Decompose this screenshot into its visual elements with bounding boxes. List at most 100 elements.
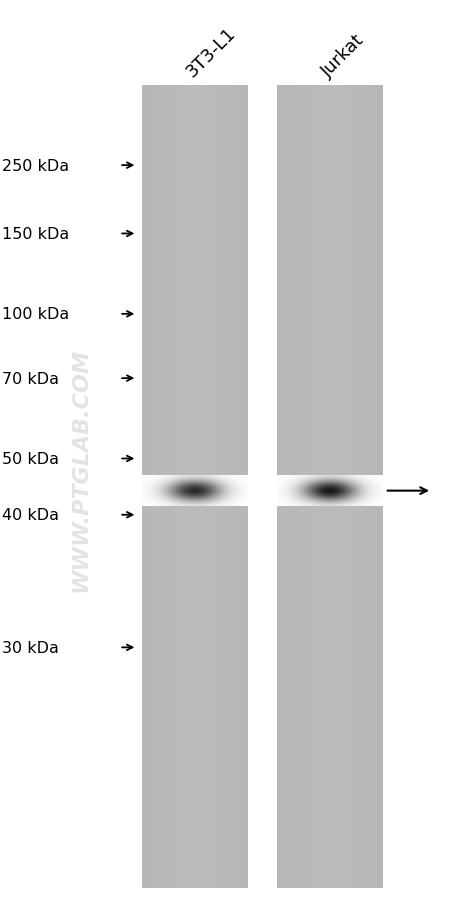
Bar bbox=[372, 86, 374, 888]
Bar bbox=[237, 86, 239, 888]
Bar bbox=[289, 86, 291, 888]
Bar bbox=[286, 86, 287, 888]
Bar bbox=[156, 86, 158, 888]
Bar bbox=[344, 86, 346, 888]
Text: 250 kDa: 250 kDa bbox=[2, 159, 69, 173]
Bar bbox=[305, 86, 307, 888]
Bar bbox=[284, 86, 286, 888]
Bar bbox=[142, 86, 144, 888]
Text: 40 kDa: 40 kDa bbox=[2, 508, 59, 522]
Bar bbox=[374, 86, 375, 888]
Bar bbox=[196, 86, 198, 888]
Bar bbox=[302, 86, 303, 888]
Bar bbox=[205, 86, 207, 888]
Bar bbox=[235, 86, 237, 888]
Bar bbox=[234, 86, 235, 888]
Bar bbox=[287, 86, 289, 888]
Bar bbox=[194, 86, 196, 888]
Bar bbox=[310, 86, 312, 888]
Bar bbox=[365, 86, 367, 888]
Bar bbox=[333, 86, 335, 888]
Bar bbox=[202, 86, 203, 888]
Bar bbox=[159, 86, 161, 888]
Bar bbox=[182, 86, 184, 888]
Bar bbox=[329, 86, 331, 888]
Bar bbox=[358, 86, 360, 888]
Bar bbox=[354, 86, 356, 888]
Bar bbox=[240, 86, 242, 888]
Bar bbox=[217, 86, 219, 888]
Bar bbox=[351, 86, 352, 888]
Bar bbox=[317, 86, 319, 888]
Bar bbox=[361, 86, 363, 888]
Bar bbox=[188, 86, 189, 888]
Bar bbox=[367, 86, 369, 888]
Bar bbox=[349, 86, 351, 888]
Text: 30 kDa: 30 kDa bbox=[2, 640, 59, 655]
Bar bbox=[142, 86, 248, 888]
Text: 100 kDa: 100 kDa bbox=[2, 307, 69, 322]
Bar bbox=[246, 86, 248, 888]
Bar bbox=[279, 86, 280, 888]
Bar bbox=[180, 86, 182, 888]
Bar bbox=[166, 86, 168, 888]
Bar bbox=[363, 86, 365, 888]
Bar bbox=[226, 86, 228, 888]
Bar bbox=[337, 86, 338, 888]
Bar bbox=[315, 86, 317, 888]
Bar bbox=[381, 86, 382, 888]
Bar bbox=[168, 86, 170, 888]
Bar bbox=[211, 86, 212, 888]
Bar bbox=[303, 86, 305, 888]
Bar bbox=[216, 86, 217, 888]
Bar bbox=[203, 86, 205, 888]
Bar bbox=[158, 86, 159, 888]
Bar bbox=[174, 86, 175, 888]
Bar bbox=[147, 86, 149, 888]
Bar bbox=[369, 86, 370, 888]
Bar bbox=[200, 86, 202, 888]
Bar bbox=[375, 86, 377, 888]
Bar bbox=[323, 86, 324, 888]
Bar bbox=[163, 86, 165, 888]
Bar bbox=[151, 86, 152, 888]
Bar bbox=[377, 86, 379, 888]
Bar bbox=[238, 86, 240, 888]
Bar bbox=[314, 86, 315, 888]
Bar bbox=[335, 86, 337, 888]
Text: 150 kDa: 150 kDa bbox=[2, 226, 69, 242]
Bar bbox=[232, 86, 234, 888]
Bar bbox=[291, 86, 292, 888]
Bar bbox=[307, 86, 308, 888]
Bar bbox=[228, 86, 230, 888]
Bar bbox=[172, 86, 174, 888]
Bar bbox=[221, 86, 223, 888]
Bar bbox=[340, 86, 342, 888]
Bar bbox=[179, 86, 180, 888]
Bar bbox=[312, 86, 314, 888]
Bar bbox=[347, 86, 349, 888]
Bar bbox=[161, 86, 163, 888]
Bar bbox=[193, 86, 194, 888]
Text: 3T3-L1: 3T3-L1 bbox=[183, 24, 239, 81]
Bar bbox=[277, 86, 382, 888]
Bar bbox=[152, 86, 154, 888]
Bar bbox=[207, 86, 209, 888]
Bar bbox=[149, 86, 151, 888]
Bar bbox=[198, 86, 200, 888]
Bar bbox=[360, 86, 361, 888]
Bar bbox=[300, 86, 302, 888]
Text: 50 kDa: 50 kDa bbox=[2, 452, 59, 466]
Text: WWW.PTGLAB.COM: WWW.PTGLAB.COM bbox=[71, 347, 91, 591]
Bar bbox=[184, 86, 186, 888]
Bar bbox=[309, 86, 310, 888]
Bar bbox=[292, 86, 294, 888]
Bar bbox=[230, 86, 232, 888]
Bar bbox=[219, 86, 221, 888]
Bar bbox=[209, 86, 211, 888]
Bar bbox=[189, 86, 191, 888]
Bar bbox=[154, 86, 156, 888]
Bar bbox=[165, 86, 166, 888]
Bar bbox=[356, 86, 358, 888]
Bar bbox=[186, 86, 188, 888]
